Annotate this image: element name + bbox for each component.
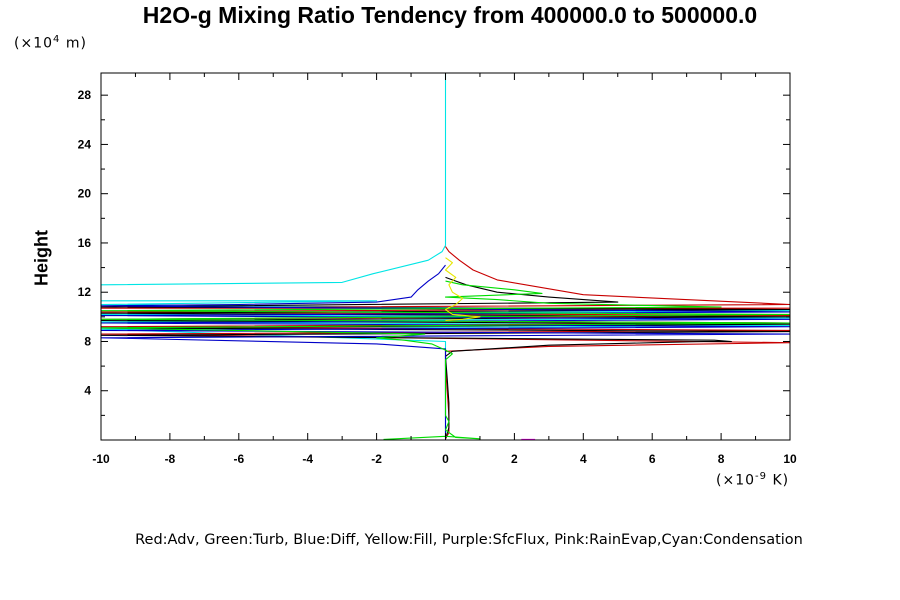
- y-axis-unit: (×104 m): [14, 34, 87, 52]
- chart-title: H2O-g Mixing Ratio Tendency from 400000.…: [142, 2, 758, 28]
- series-line-4: [101, 280, 790, 440]
- y-unit-suffix: m): [60, 35, 87, 52]
- y-unit-prefix: (×10: [14, 35, 54, 52]
- x-unit-suffix: K): [767, 472, 790, 489]
- x-unit-exponent: -9: [755, 471, 767, 482]
- y-tick-label: 12: [78, 285, 92, 299]
- x-tick-label: 8: [718, 452, 725, 466]
- y-unit-exponent: 4: [53, 34, 61, 45]
- series-line-2: [101, 276, 790, 439]
- legend-text: Red:Adv, Green:Turb, Blue:Diff, Yellow:F…: [135, 532, 803, 548]
- x-tick-label: -6: [233, 452, 244, 466]
- x-tick-label: -8: [165, 452, 176, 466]
- x-tick-label: -2: [371, 452, 382, 466]
- series-line-5: [444, 257, 481, 322]
- x-axis-unit: (×10-9 K): [716, 471, 789, 489]
- y-tick-label: 8: [84, 334, 91, 348]
- y-tick-label: 28: [78, 88, 92, 102]
- x-tick-label: -4: [302, 452, 313, 466]
- x-tick-label: 0: [442, 452, 449, 466]
- y-tick-label: 4: [84, 384, 91, 398]
- x-tick-label: 4: [580, 452, 587, 466]
- x-tick-label: 10: [783, 452, 797, 466]
- x-tick-label: 6: [649, 452, 656, 466]
- x-tick-label: -10: [92, 452, 110, 466]
- x-tick-label: 2: [511, 452, 518, 466]
- x-unit-prefix: (×10: [716, 472, 756, 489]
- y-tick-label: 20: [78, 187, 92, 201]
- y-tick-label: 16: [78, 236, 92, 250]
- y-tick-label: 24: [78, 137, 92, 151]
